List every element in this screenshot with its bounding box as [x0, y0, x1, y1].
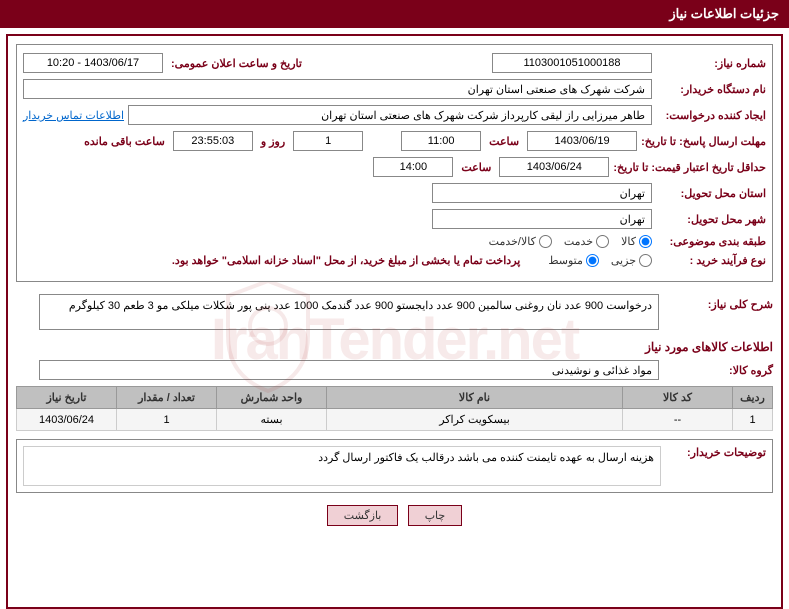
- delivery-city-field: تهران: [432, 209, 652, 229]
- group-field: مواد غذائی و نوشیدنی: [39, 360, 659, 380]
- td-qty: 1: [117, 409, 217, 431]
- back-button[interactable]: بازگشت: [327, 505, 399, 526]
- radio-goods-service-label: کالا/خدمت: [489, 235, 536, 248]
- button-row: چاپ بازگشت: [16, 505, 773, 526]
- contact-link[interactable]: اطلاعات تماس خریدار: [23, 109, 124, 122]
- buyer-org-label: نام دستگاه خریدار:: [656, 83, 766, 96]
- th-name: نام کالا: [327, 387, 623, 409]
- remaining-days-label: روز و: [257, 135, 289, 148]
- description-text: هزینه ارسال به عهده تایمنت کننده می باشد…: [23, 446, 661, 486]
- description-label: توضیحات خریدار:: [671, 446, 766, 486]
- th-date: تاریخ نیاز: [17, 387, 117, 409]
- radio-medium-label: متوسط: [548, 254, 583, 267]
- radio-goods-item[interactable]: کالا: [621, 235, 652, 248]
- summary-label: شرح کلی نیاز:: [663, 294, 773, 311]
- validity-date-field: 1403/06/24: [499, 157, 609, 177]
- radio-small-label: جزیی: [611, 254, 636, 267]
- radio-small-item[interactable]: جزیی: [611, 254, 652, 267]
- buyer-org-field: شرکت شهرک های صنعتی استان تهران: [23, 79, 652, 99]
- content-frame: IranTender.net شماره نیاز: 1103001051000…: [6, 34, 783, 609]
- td-unit: بسته: [217, 409, 327, 431]
- page-title: جزئیات اطلاعات نیاز: [669, 6, 779, 21]
- remaining-suffix: ساعت باقی مانده: [80, 135, 169, 148]
- radio-service[interactable]: [596, 235, 609, 248]
- items-table: ردیف کد کالا نام کالا واحد شمارش تعداد /…: [16, 386, 773, 431]
- radio-small[interactable]: [639, 254, 652, 267]
- th-qty: تعداد / مقدار: [117, 387, 217, 409]
- remaining-days-field: 1: [293, 131, 363, 151]
- validity-time-field: 14:00: [373, 157, 453, 177]
- requester-label: ایجاد کننده درخواست:: [656, 109, 766, 122]
- td-name: بیسکویت کراکر: [327, 409, 623, 431]
- requester-field: طاهر میرزایی راز لیقی کارپرداز شرکت شهرک…: [128, 105, 652, 125]
- need-number-label: شماره نیاز:: [656, 57, 766, 70]
- summary-text: درخواست 900 عدد نان روغنی سالمین 900 عدد…: [39, 294, 659, 330]
- th-code: کد کالا: [623, 387, 733, 409]
- td-row: 1: [733, 409, 773, 431]
- table-row: 1 -- بیسکویت کراکر بسته 1 1403/06/24: [17, 409, 773, 431]
- category-radio-group: کالا خدمت کالا/خدمت: [489, 235, 652, 248]
- delivery-province-label: استان محل تحویل:: [656, 187, 766, 200]
- purchase-type-radio-group: جزیی متوسط: [548, 254, 652, 267]
- items-section-title: اطلاعات کالاهای مورد نیاز: [16, 340, 773, 354]
- need-number-field: 1103001051000188: [492, 53, 652, 73]
- announce-datetime-field: 1403/06/17 - 10:20: [23, 53, 163, 73]
- reply-time-field: 11:00: [401, 131, 481, 151]
- form-box: شماره نیاز: 1103001051000188 تاریخ و ساع…: [16, 44, 773, 282]
- delivery-city-label: شهر محل تحویل:: [656, 213, 766, 226]
- radio-goods-service[interactable]: [539, 235, 552, 248]
- delivery-province-field: تهران: [432, 183, 652, 203]
- announce-label: تاریخ و ساعت اعلان عمومی:: [167, 57, 306, 70]
- table-header-row: ردیف کد کالا نام کالا واحد شمارش تعداد /…: [17, 387, 773, 409]
- purchase-type-label: نوع فرآیند خرید :: [656, 254, 766, 267]
- group-label: گروه کالا:: [663, 364, 773, 377]
- validity-label: حداقل تاریخ اعتبار قیمت: تا تاریخ:: [613, 161, 766, 174]
- time-label-2: ساعت: [457, 161, 495, 174]
- radio-medium[interactable]: [586, 254, 599, 267]
- radio-service-label: خدمت: [564, 235, 593, 248]
- th-unit: واحد شمارش: [217, 387, 327, 409]
- category-label: طبقه بندی موضوعی:: [656, 235, 766, 248]
- radio-medium-item[interactable]: متوسط: [548, 254, 599, 267]
- remaining-time-field: 23:55:03: [173, 131, 253, 151]
- radio-goods[interactable]: [639, 235, 652, 248]
- radio-goods-service-item[interactable]: کالا/خدمت: [489, 235, 552, 248]
- td-code: --: [623, 409, 733, 431]
- radio-service-item[interactable]: خدمت: [564, 235, 609, 248]
- radio-goods-label: کالا: [621, 235, 636, 248]
- reply-date-field: 1403/06/19: [527, 131, 637, 151]
- td-date: 1403/06/24: [17, 409, 117, 431]
- print-button[interactable]: چاپ: [408, 505, 463, 526]
- reply-deadline-label: مهلت ارسال پاسخ: تا تاریخ:: [641, 135, 766, 148]
- time-label-1: ساعت: [485, 135, 523, 148]
- purchase-note: پرداخت تمام یا بخشی از مبلغ خرید، از محل…: [172, 254, 520, 267]
- description-box: توضیحات خریدار: هزینه ارسال به عهده تایم…: [16, 439, 773, 493]
- th-row: ردیف: [733, 387, 773, 409]
- page-header: جزئیات اطلاعات نیاز: [0, 0, 789, 28]
